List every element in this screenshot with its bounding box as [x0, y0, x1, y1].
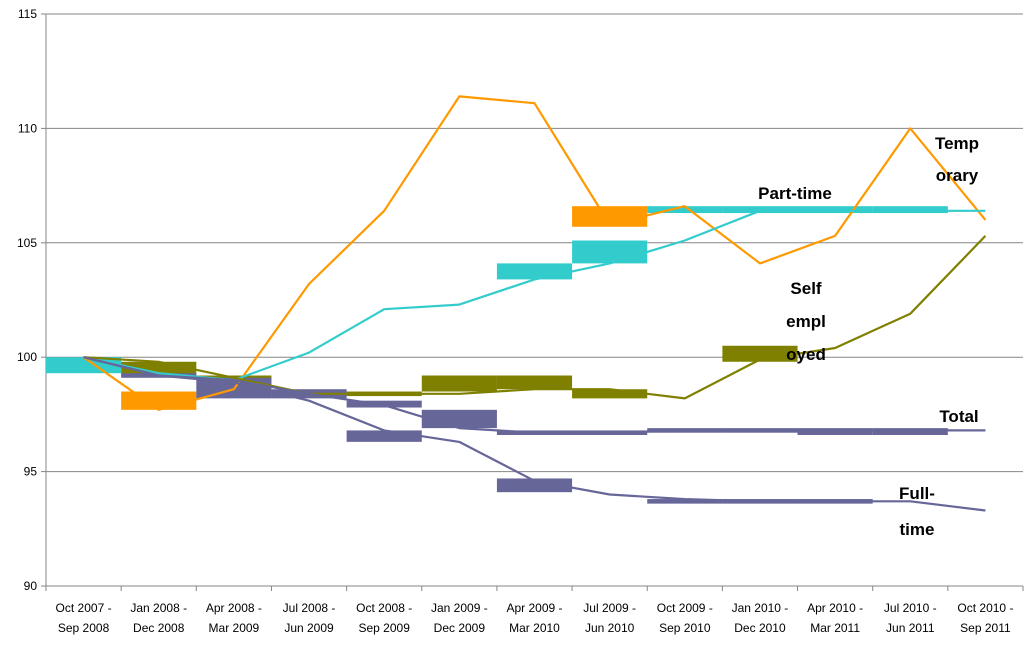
range-bar — [346, 430, 422, 442]
x-tick-label: Jun 2010 — [585, 621, 635, 635]
series-lines — [82, 95, 987, 512]
range-bar — [872, 428, 948, 435]
x-tick-labels: Oct 2007 - Sep 2008 Jan 2008 - Dec 2008 Apr … — [45, 586, 1024, 635]
series-line — [83, 235, 987, 400]
range-bar — [572, 389, 648, 399]
x-tick-label: Apr 2008 - — [206, 601, 262, 615]
range-bar — [722, 345, 798, 362]
x-tick-label: Jun 2009 — [284, 621, 334, 635]
range-bar — [572, 206, 648, 227]
y-tick-labels: 90 95 100 105 110 115 — [17, 7, 46, 593]
series-label: Full- — [899, 484, 935, 503]
y-tick-label: 95 — [24, 465, 38, 479]
series-label: Total — [939, 407, 978, 426]
y-tick-label: 100 — [17, 350, 37, 364]
range-bar — [872, 206, 948, 214]
series-label: time — [900, 520, 935, 539]
range-bar — [797, 206, 873, 214]
series-label: oyed — [786, 345, 826, 364]
series-label: Self — [790, 279, 822, 298]
series-line — [83, 209, 986, 382]
x-tick-label: Dec 2008 — [133, 621, 185, 635]
x-tick-label: Mar 2009 — [209, 621, 260, 635]
range-bar — [647, 206, 723, 214]
x-tick-label: Apr 2009 - — [506, 601, 562, 615]
x-tick-label: Jun 2011 — [886, 621, 935, 635]
range-bar — [421, 409, 497, 429]
range-bar — [421, 375, 497, 392]
series-label: empl — [786, 312, 826, 331]
series-line — [83, 356, 986, 512]
range-bar — [722, 206, 798, 214]
series-label: Temp — [935, 134, 979, 153]
y-tick-label: 115 — [18, 7, 37, 21]
x-tick-label: Mar 2011 — [810, 621, 860, 635]
x-tick-label: Jul 2008 - — [283, 601, 336, 615]
y-tick-label: 105 — [17, 236, 37, 250]
x-tick-label: Jul 2009 - — [583, 601, 636, 615]
x-tick-label: Dec 2009 — [434, 621, 486, 635]
x-tick-label: Apr 2010 - — [807, 601, 863, 615]
series-line — [82, 95, 987, 411]
series-labels: Temp orary Part-time Self empl oyed Total Full-… — [758, 134, 979, 539]
x-tick-label: Oct 2007 - — [56, 601, 112, 615]
range-bar — [797, 428, 873, 435]
x-tick-label: Mar 2010 — [509, 621, 560, 635]
x-tick-label: Oct 2010 - — [957, 601, 1013, 615]
x-tick-label: Oct 2009 - — [657, 601, 713, 615]
x-tick-label: Sep 2008 — [58, 621, 110, 635]
range-bar — [496, 375, 573, 390]
x-tick-label: Sep 2010 — [659, 621, 711, 635]
x-tick-label: Jan 2009 - — [431, 601, 488, 615]
x-tick-label: Jan 2008 - — [130, 601, 187, 615]
x-tick-label: Oct 2008 - — [356, 601, 412, 615]
range-bar — [647, 499, 723, 504]
x-tick-label: Sep 2009 — [358, 621, 410, 635]
y-tick-label: 90 — [24, 579, 38, 593]
y-tick-label: 110 — [18, 121, 37, 135]
plot-area — [45, 14, 1023, 587]
gridlines — [46, 13, 1023, 473]
series-label: Part-time — [758, 184, 832, 203]
range-bar — [572, 240, 648, 264]
series-line — [83, 356, 986, 434]
range-bar — [496, 478, 573, 493]
x-tick-label: Sep 2011 — [960, 621, 1011, 635]
x-tick-label: Jan 2010 - — [732, 601, 789, 615]
range-bar — [496, 263, 573, 280]
x-tick-label: Jul 2010 - — [884, 601, 937, 615]
series-label: orary — [936, 166, 979, 185]
x-tick-label: Dec 2010 — [734, 621, 786, 635]
range-bar — [121, 391, 197, 410]
